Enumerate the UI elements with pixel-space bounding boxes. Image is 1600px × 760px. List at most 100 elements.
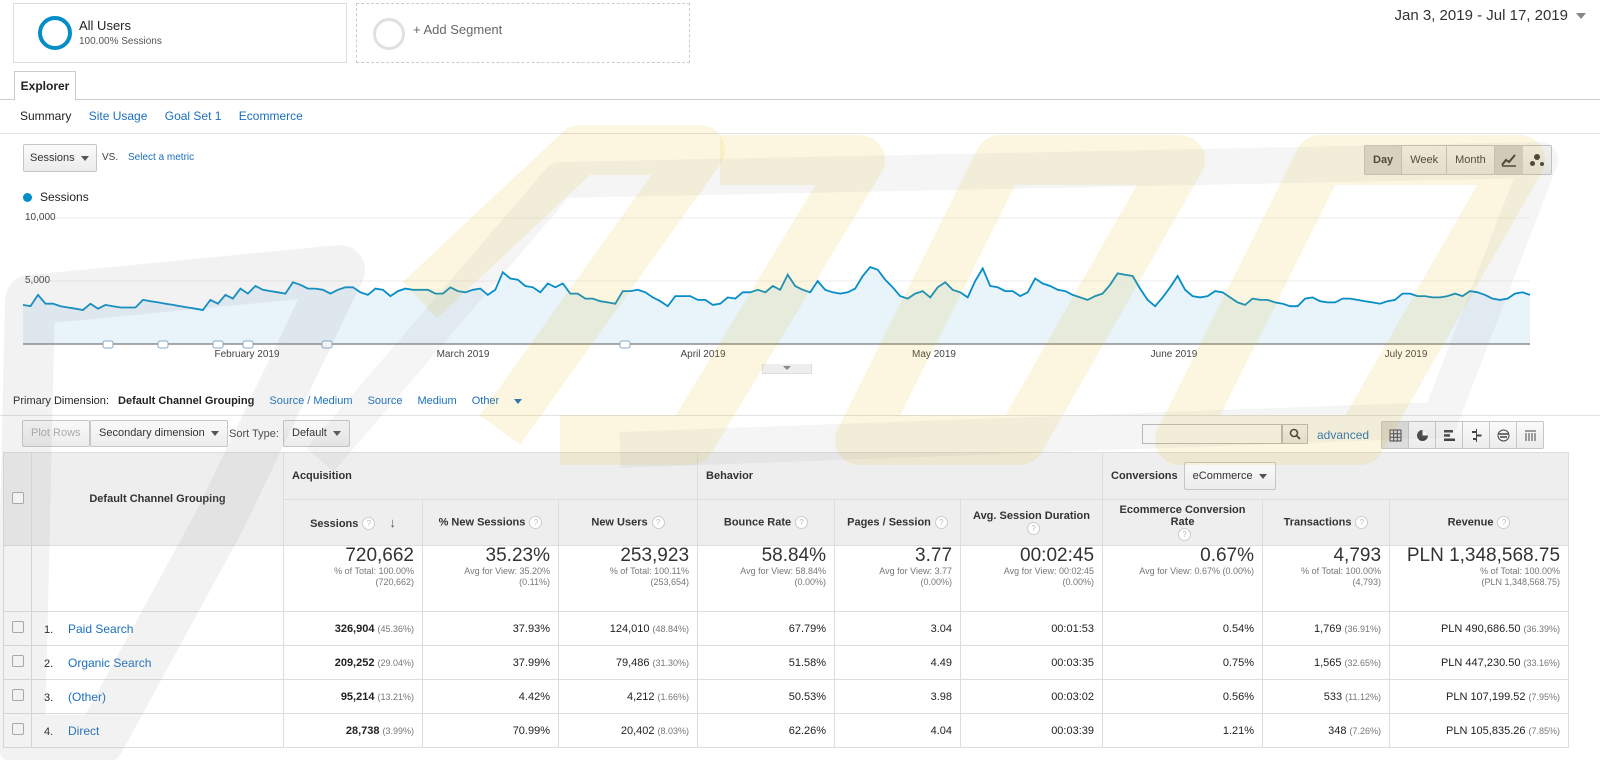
- row-revenue-value: PLN 447,230.50: [1440, 656, 1521, 669]
- advanced-filter-link[interactable]: advanced: [1317, 428, 1370, 442]
- row-new-sessions: 37.99%: [422, 645, 559, 680]
- plot-rows-button[interactable]: Plot Rows: [22, 420, 90, 447]
- segment-all-users[interactable]: All Users 100.00% Sessions: [13, 3, 347, 63]
- table-row: 4. Direct 28,738 (3.99%) 70.99% 20,402 (8.03%)…: [3, 713, 1570, 748]
- row-new-sessions: 37.93%: [422, 611, 559, 646]
- tab-explorer[interactable]: Explorer: [14, 71, 76, 101]
- subtab-goal-set-1[interactable]: Goal Set 1: [164, 109, 222, 123]
- help-icon[interactable]: ?: [362, 517, 376, 531]
- chart-collapse-handle[interactable]: [762, 364, 812, 374]
- dimension-source-medium[interactable]: Source / Medium: [269, 395, 353, 407]
- select-all-checkbox[interactable]: [12, 491, 24, 504]
- subtab-ecommerce[interactable]: Ecommerce: [238, 109, 303, 123]
- term-cloud-view-icon[interactable]: [1490, 422, 1517, 448]
- row-checkbox[interactable]: [12, 689, 24, 701]
- help-icon[interactable]: ?: [934, 516, 948, 529]
- subtab-site-usage[interactable]: Site Usage: [88, 109, 148, 123]
- row-revenue-pct: (33.16%): [1523, 657, 1561, 668]
- row-sessions: 28,738 (3.99%): [283, 713, 423, 748]
- col-ecommerce-conversion-rate[interactable]: Ecommerce Conversion Rate?: [1102, 499, 1264, 546]
- metric-select[interactable]: Sessions: [23, 144, 97, 172]
- sort-desc-icon: ↓: [389, 514, 396, 530]
- row-conversion-rate: 0.56%: [1102, 679, 1264, 714]
- granularity-day-button[interactable]: Day: [1365, 146, 1403, 174]
- row-avg-session-duration: 00:03:35: [960, 645, 1104, 680]
- row-select-cell: [3, 679, 32, 714]
- row-name-cell: 3. (Other): [31, 679, 284, 714]
- group-acquisition: Acquisition: [282, 452, 699, 500]
- chevron-down-icon[interactable]: [1576, 13, 1586, 19]
- col-transactions[interactable]: Transactions?: [1262, 499, 1391, 546]
- dimension-header[interactable]: Default Channel Grouping: [31, 452, 284, 546]
- dimension-source[interactable]: Source: [367, 395, 403, 407]
- metric-select-label: Sessions: [30, 152, 75, 164]
- total-note: Avg for View: 35.20%: [464, 566, 550, 576]
- help-icon[interactable]: ?: [529, 516, 543, 529]
- help-icon[interactable]: ?: [1178, 528, 1192, 541]
- col-new-sessions[interactable]: % New Sessions?: [422, 499, 559, 546]
- help-icon[interactable]: ?: [795, 516, 809, 529]
- row-channel-link[interactable]: (Other): [68, 689, 107, 704]
- add-segment-button[interactable]: + Add Segment: [356, 3, 690, 63]
- subtabs: Summary Site Usage Goal Set 1 Ecommerce: [20, 109, 317, 123]
- row-channel-link[interactable]: Paid Search: [68, 621, 134, 636]
- primary-dimension-bar: Primary Dimension: Default Channel Group…: [13, 395, 546, 407]
- date-range-picker[interactable]: Jan 3, 2019 - Jul 17, 2019: [1394, 7, 1568, 24]
- help-icon[interactable]: ?: [651, 516, 665, 529]
- col-pages-session[interactable]: Pages / Session?: [834, 499, 962, 546]
- total-ecommerce-conversion-rate: 0.67% Avg for View: 0.67% (0.00%): [1102, 545, 1264, 612]
- table-search-input[interactable]: [1142, 424, 1282, 444]
- pivot-view-icon[interactable]: [1517, 422, 1543, 448]
- col-bounce-rate[interactable]: Bounce Rate?: [697, 499, 836, 546]
- granularity-month-button[interactable]: Month: [1447, 146, 1494, 174]
- col-revenue[interactable]: Revenue?: [1389, 499, 1570, 546]
- subtab-summary[interactable]: Summary: [20, 109, 72, 123]
- col-bounce-rate-label: Bounce Rate: [723, 516, 792, 529]
- row-sessions: 209,252 (29.04%): [283, 645, 423, 680]
- row-checkbox[interactable]: [12, 655, 24, 667]
- dimension-medium[interactable]: Medium: [417, 395, 457, 407]
- pie-view-icon[interactable]: [1409, 422, 1436, 448]
- add-segment-ring-icon: [373, 18, 405, 50]
- row-revenue-value: PLN 105,835.26: [1445, 724, 1526, 737]
- help-icon[interactable]: ?: [1497, 516, 1511, 529]
- y-tick-label: 5,000: [25, 275, 50, 286]
- col-revenue-label: Revenue: [1447, 516, 1494, 529]
- row-checkbox[interactable]: [12, 723, 24, 735]
- dimension-other[interactable]: Other: [472, 395, 535, 407]
- row-index: 4.: [44, 725, 54, 738]
- row-pages-session: 4.04: [834, 713, 962, 748]
- row-checkbox[interactable]: [12, 621, 24, 633]
- row-transactions-value: 348: [1328, 724, 1347, 737]
- line-chart-icon[interactable]: [1495, 146, 1523, 174]
- col-new-users[interactable]: New Users?: [557, 499, 699, 546]
- select-metric-link[interactable]: Select a metric: [128, 152, 195, 163]
- granularity-week-button[interactable]: Week: [1402, 146, 1448, 174]
- help-icon[interactable]: ?: [1027, 522, 1041, 535]
- row-revenue-pct: (7.85%): [1528, 725, 1561, 736]
- col-avg-session-duration[interactable]: Avg. Session Duration?: [960, 499, 1104, 546]
- row-name-cell: 1. Paid Search: [31, 611, 284, 646]
- search-icon[interactable]: [1282, 424, 1308, 444]
- row-channel-link[interactable]: Direct: [68, 723, 100, 738]
- sessions-line-chart: 10,000 5,000 February 2019 March 2019 April …: [22, 212, 1531, 360]
- row-new-sessions: 70.99%: [422, 713, 559, 748]
- col-new-users-label: New Users: [591, 516, 648, 529]
- table-view-icon[interactable]: [1382, 422, 1409, 448]
- row-revenue: PLN 105,835.26 (7.85%): [1389, 713, 1570, 748]
- conversions-select[interactable]: eCommerce: [1183, 462, 1276, 490]
- secondary-dimension-select[interactable]: Secondary dimension: [90, 420, 228, 447]
- sort-type-select[interactable]: Default: [283, 420, 350, 447]
- total-note: Avg for View: 0.67% (0.00%): [1139, 566, 1255, 576]
- col-avg-session-duration-label: Avg. Session Duration: [973, 510, 1090, 522]
- performance-view-icon[interactable]: [1436, 422, 1463, 448]
- row-channel-link[interactable]: Organic Search: [68, 655, 152, 670]
- motion-chart-icon[interactable]: [1523, 146, 1551, 174]
- segment-ring-icon: [38, 16, 72, 50]
- comparison-view-icon[interactable]: [1463, 422, 1490, 448]
- col-sessions[interactable]: Sessions? ↓: [283, 499, 423, 546]
- total-note: Avg for View: 3.77: [879, 566, 953, 576]
- total-note: Avg for View: 58.84%: [740, 566, 827, 576]
- help-icon[interactable]: ?: [1355, 516, 1369, 529]
- totals-empty-cell: [31, 545, 284, 612]
